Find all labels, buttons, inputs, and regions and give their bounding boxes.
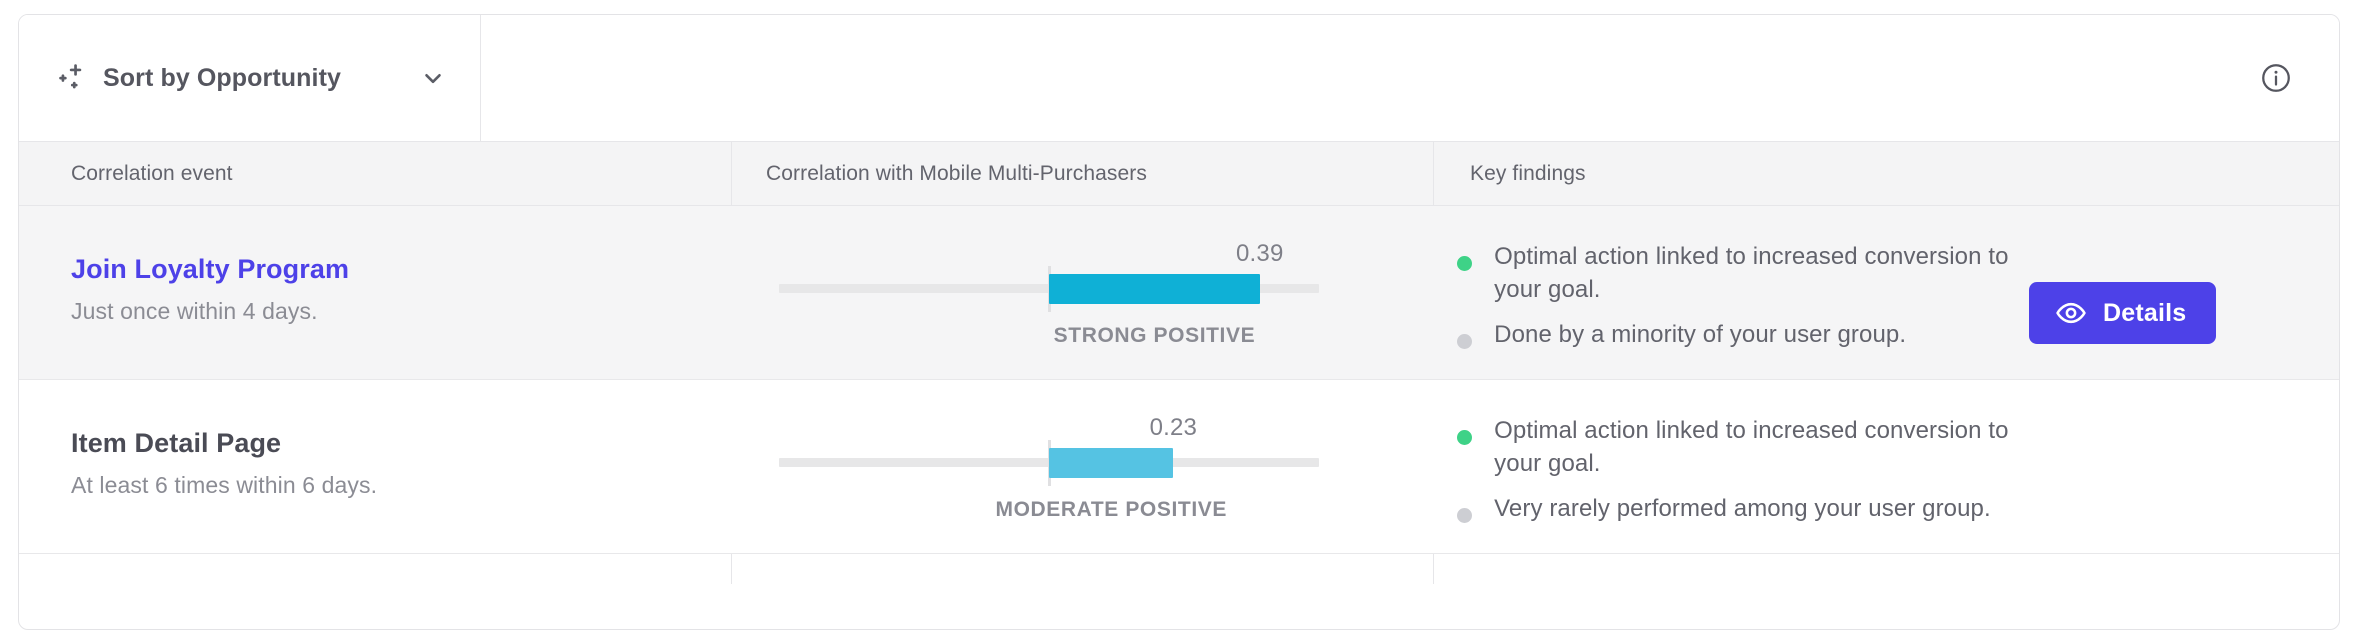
event-subtitle: At least 6 times within 6 days. bbox=[71, 471, 378, 498]
chevron-down-icon[interactable] bbox=[420, 65, 446, 91]
gauge-strength-label: STRONG POSITIVE bbox=[1053, 324, 1256, 347]
eye-icon bbox=[2056, 302, 2086, 324]
column-header-correlation-event: Correlation event bbox=[71, 161, 233, 185]
info-circle-icon[interactable] bbox=[2259, 61, 2293, 95]
row-action-cell bbox=[2009, 414, 2309, 456]
gauge-value-label: 0.39 bbox=[1235, 240, 1284, 267]
findings-list: Optimal action linked to increased conve… bbox=[1457, 414, 2009, 537]
finding-item: Optimal action linked to increased conve… bbox=[1457, 414, 2009, 480]
event-subtitle: Just once within 4 days. bbox=[71, 297, 318, 324]
finding-status-dot bbox=[1457, 508, 1473, 524]
finding-text: Optimal action linked to increased conve… bbox=[1494, 417, 2009, 478]
finding-status-dot bbox=[1457, 430, 1473, 445]
sort-by-opportunity-dropdown[interactable]: Sort by Opportunity bbox=[19, 15, 481, 141]
finding-item: Done by a minority of your user group. bbox=[1457, 318, 2009, 351]
gauge-bar bbox=[1049, 274, 1260, 304]
findings-cell-partial bbox=[1433, 554, 2339, 584]
finding-text: Very rarely performed among your user gr… bbox=[1494, 495, 1991, 523]
correlation-gauge: 0.23 MODERATE POSITIVE bbox=[779, 414, 1320, 532]
column-header-key-findings: Key findings bbox=[1433, 142, 2339, 205]
correlation-cell: 0.23 MODERATE POSITIVE bbox=[725, 380, 1421, 532]
correlation-card: Sort by Opportunity Correlation event Co… bbox=[18, 14, 2340, 630]
correlation-gauge: 0.39 STRONG POSITIVE bbox=[779, 240, 1320, 358]
finding-item: Very rarely performed among your user gr… bbox=[1457, 492, 2009, 525]
gauge-bar bbox=[1049, 448, 1174, 478]
event-title[interactable]: Item Detail Page bbox=[71, 428, 282, 458]
finding-status-dot bbox=[1457, 334, 1473, 350]
finding-text: Done by a minority of your user group. bbox=[1494, 321, 1907, 349]
row-action-cell: Details bbox=[2009, 240, 2309, 344]
correlation-cell-partial bbox=[731, 554, 1433, 584]
table-row[interactable]: Join Loyalty Program Just once within 4 … bbox=[19, 206, 2339, 380]
table-row[interactable]: Item Detail Page At least 6 times within… bbox=[19, 380, 2339, 554]
correlation-cell: 0.39 STRONG POSITIVE bbox=[725, 206, 1421, 358]
details-button[interactable]: Details bbox=[2029, 282, 2217, 344]
table-row-partial[interactable] bbox=[19, 554, 2339, 584]
findings-list: Optimal action linked to increased conve… bbox=[1457, 240, 2009, 363]
gauge-value-label: 0.23 bbox=[1149, 414, 1198, 441]
table-header-row: Correlation event Correlation with Mobil… bbox=[19, 142, 2339, 206]
correlation-table: Correlation event Correlation with Mobil… bbox=[19, 142, 2339, 584]
info-button-wrap bbox=[2259, 15, 2339, 141]
card-toolbar: Sort by Opportunity bbox=[19, 15, 2339, 142]
finding-text: Optimal action linked to increased conve… bbox=[1494, 243, 2009, 304]
gauge-strength-label: MODERATE POSITIVE bbox=[995, 498, 1227, 521]
event-cell: Item Detail Page At least 6 times within… bbox=[19, 380, 725, 499]
event-cell-partial bbox=[19, 554, 731, 584]
sort-label: Sort by Opportunity bbox=[103, 63, 341, 92]
event-cell: Join Loyalty Program Just once within 4 … bbox=[19, 206, 725, 325]
details-button-label: Details bbox=[2103, 298, 2187, 327]
finding-item: Optimal action linked to increased conve… bbox=[1457, 240, 2009, 306]
toolbar-spacer bbox=[481, 15, 2259, 141]
column-header-correlation: Correlation with Mobile Multi-Purchasers bbox=[731, 142, 1433, 205]
findings-cell: Optimal action linked to increased conve… bbox=[1421, 206, 2339, 363]
sparkle-icon bbox=[59, 64, 82, 89]
finding-status-dot bbox=[1457, 256, 1473, 271]
event-title[interactable]: Join Loyalty Program bbox=[71, 254, 350, 284]
findings-cell: Optimal action linked to increased conve… bbox=[1421, 380, 2339, 537]
